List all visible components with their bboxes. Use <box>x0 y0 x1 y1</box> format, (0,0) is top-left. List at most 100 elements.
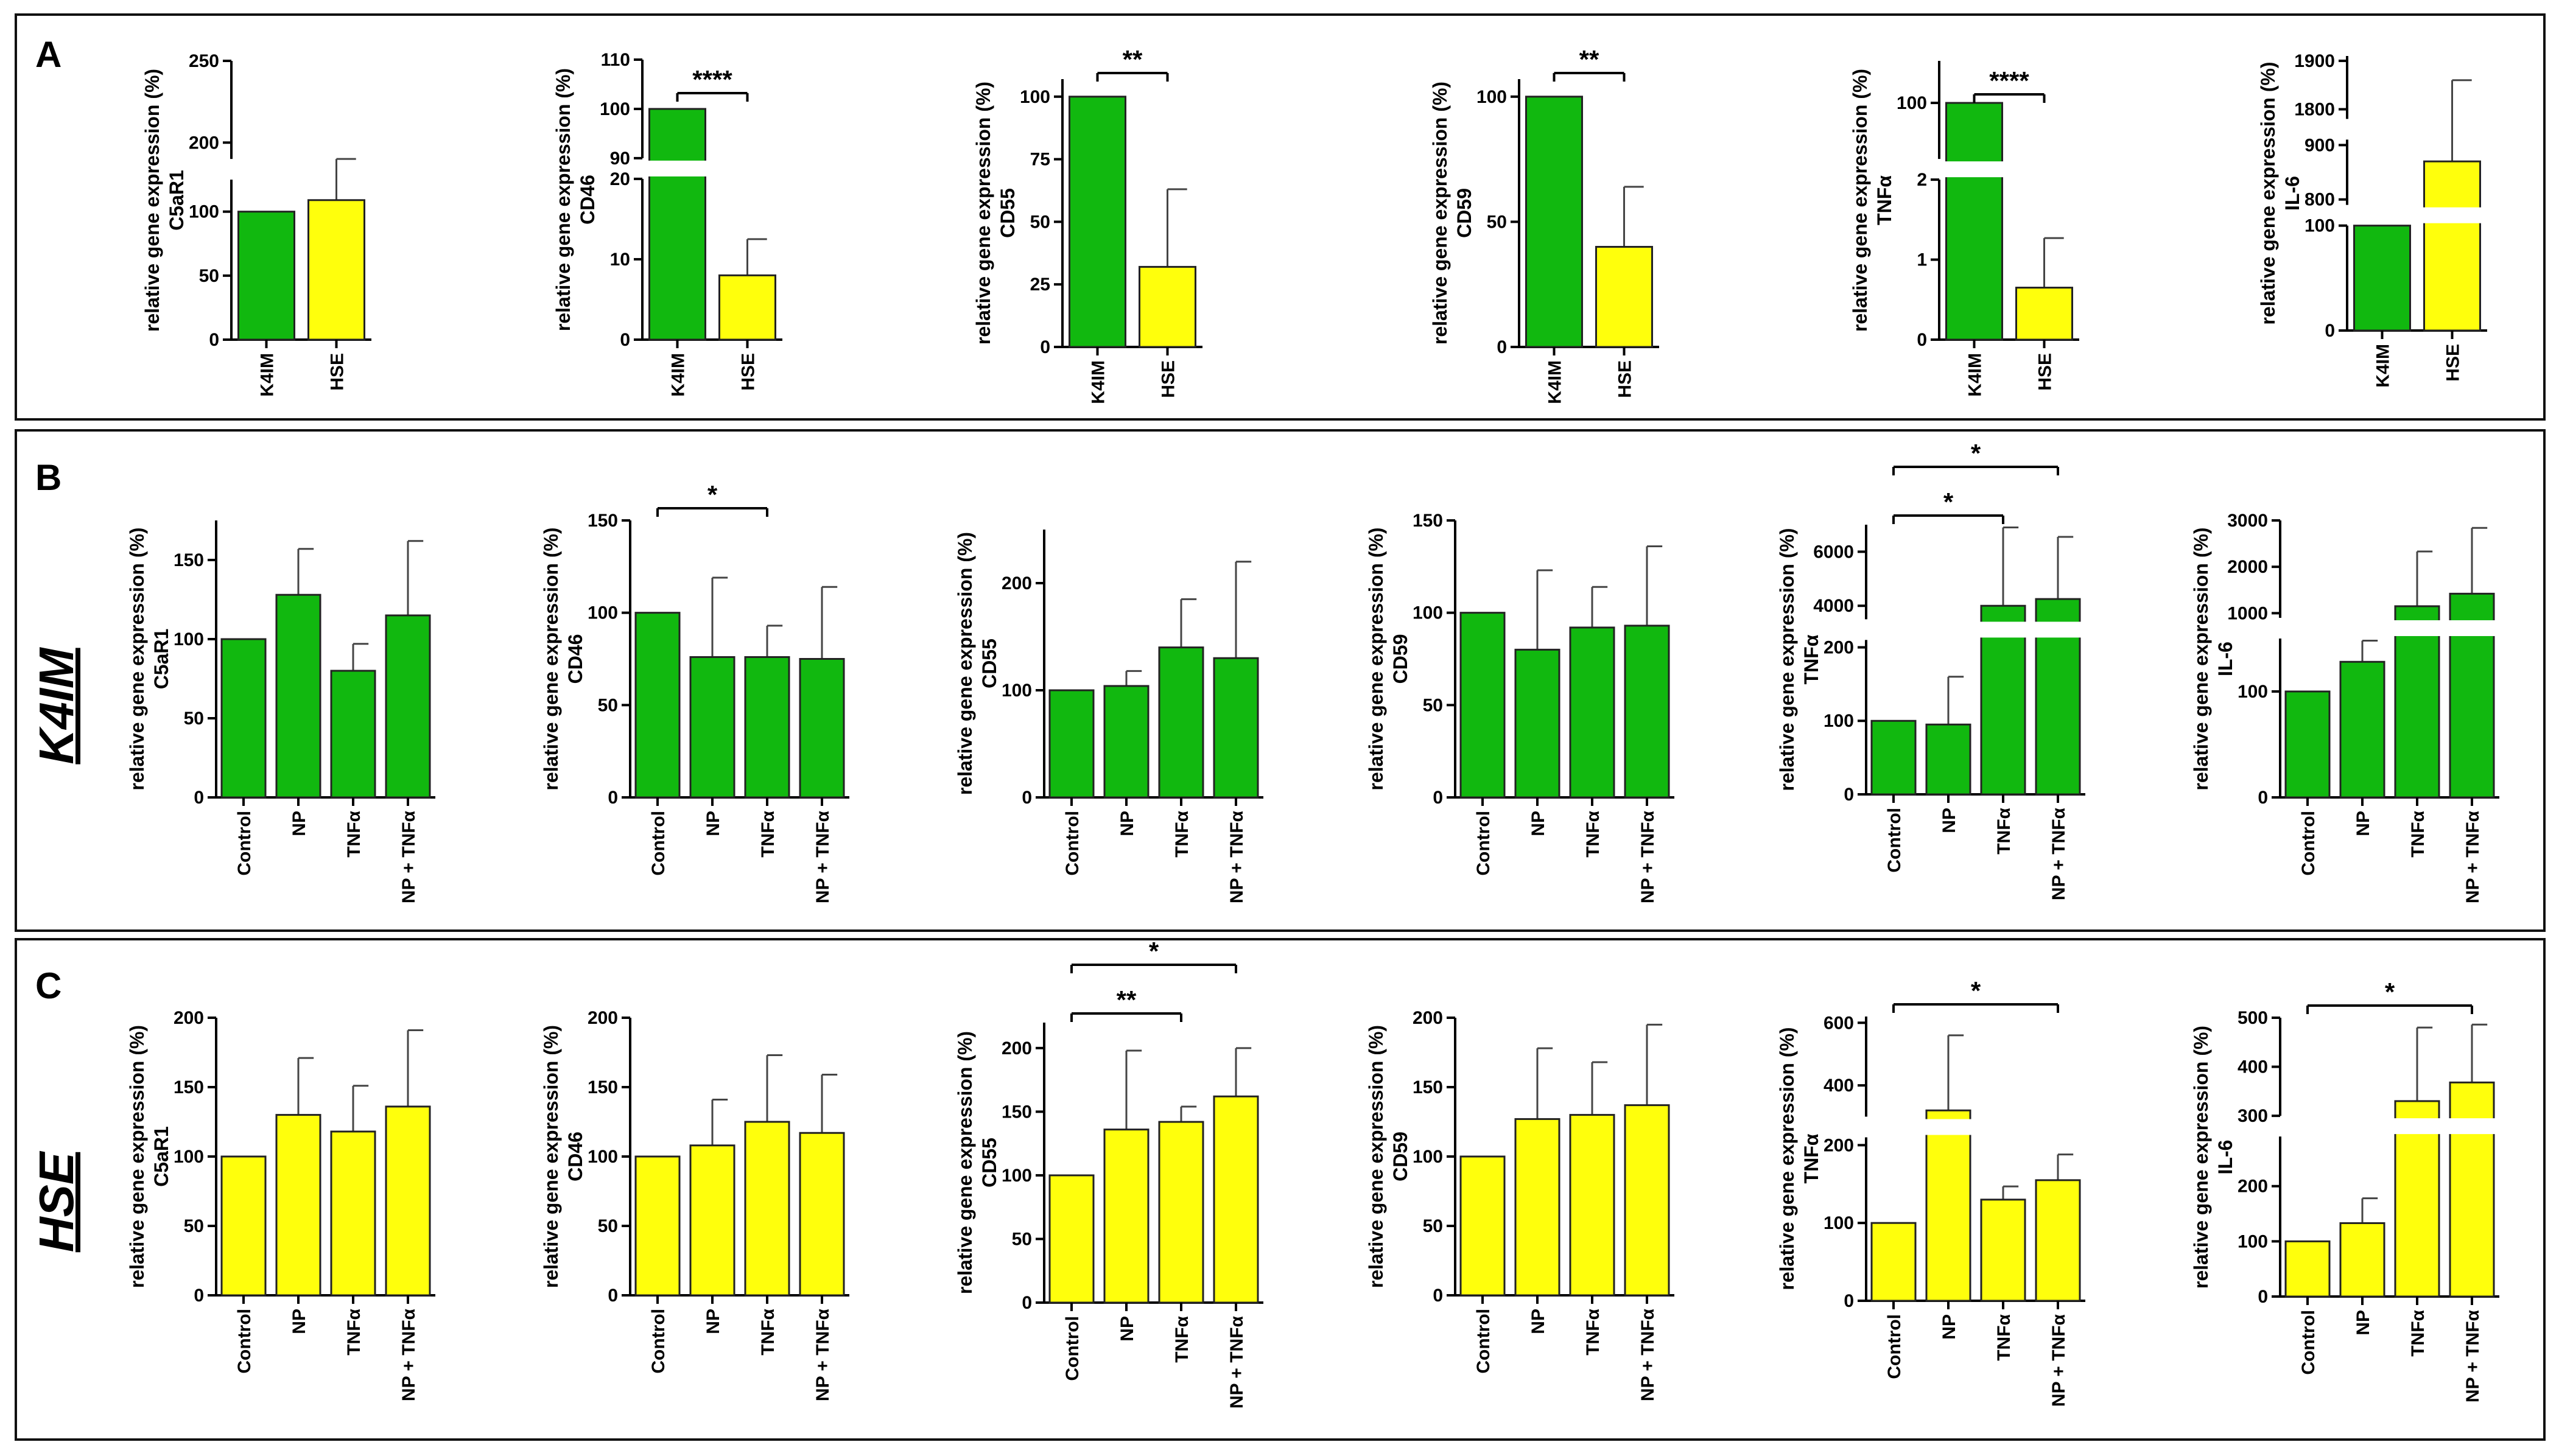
chart-A-TNFa: 0 1 2 100 K4IM HSE relative gene expression (%… <box>1849 61 2079 397</box>
y-tick-label: 1 <box>1917 250 1927 270</box>
x-tick-label-group: NP <box>1117 811 1137 836</box>
x-tick-label-group: Control <box>1062 1316 1083 1381</box>
x-tick-label-group: K4IM <box>669 353 689 397</box>
x-tick-label: TNFα <box>2408 810 2428 857</box>
y-tick-label: 1800 <box>2294 100 2335 120</box>
x-tick-label-group: Control <box>648 811 669 876</box>
y-tick-label: 100 <box>1020 87 1050 107</box>
x-tick-label-group: Control <box>234 811 254 876</box>
bar-np-tnf- <box>799 1132 845 1297</box>
x-tick-label: Control <box>1473 811 1494 876</box>
x-tick-label: NP + TNFα <box>1638 1308 1658 1401</box>
significance-label: * <box>707 480 718 509</box>
y-label: relative gene expression (%) CD59 <box>1365 1025 1411 1288</box>
y-label-gene: CD59 <box>1453 188 1475 238</box>
x-tick-label-group: NP <box>289 811 309 836</box>
y-tick-label: 100 <box>1002 1166 1032 1186</box>
x-tick-label-group: NP + TNFα <box>1638 1308 1658 1401</box>
y-label: relative gene expression (%) CD55 <box>954 1031 1000 1294</box>
axis-break <box>1979 621 2027 638</box>
x-tick-label-group: NP + TNFα <box>813 810 833 903</box>
axis-break <box>2393 1118 2441 1135</box>
y-tick-label: 50 <box>199 266 219 286</box>
y-tick-label: 200 <box>588 1008 618 1028</box>
y-label-gene: IL-6 <box>2281 176 2303 211</box>
x-tick-label: K4IM <box>669 353 689 397</box>
x-tick-label-group: NP + TNFα <box>813 1308 833 1401</box>
x-tick-label: K4IM <box>1545 360 1565 404</box>
row-label-HSE: HSE <box>29 1150 83 1252</box>
y-label-line1: relative gene expression (%) <box>1365 1025 1387 1288</box>
y-label-gene: C5aR1 <box>166 170 188 231</box>
x-tick-label: Control <box>2298 811 2319 876</box>
x-tick-label: HSE <box>2035 353 2055 391</box>
y-tick-label: 0 <box>2325 321 2335 341</box>
bar-control <box>220 1155 267 1297</box>
x-tick-label: NP + TNFα <box>1227 1315 1247 1409</box>
bar-hse <box>1595 246 1653 348</box>
x-tick-label: NP + TNFα <box>2049 1314 2069 1407</box>
bar-hse <box>2015 287 2073 341</box>
bar-tnf- <box>1980 1199 2026 1302</box>
x-tick-label: NP + TNFα <box>399 1308 419 1401</box>
significance-label: * <box>1149 937 1159 965</box>
significance-label: **** <box>1989 66 2029 95</box>
y-tick-label: 150 <box>1413 1077 1443 1097</box>
chart-A-IL6: 0 100 800 900 1800 1900 K4IM HSE relative gene e… <box>2257 51 2487 388</box>
x-tick-label: NP + TNFα <box>813 810 833 903</box>
chart-C-CD55: 0 50 100 150 200 Control NP TNFα NP + TNFα relati… <box>954 937 1263 1409</box>
y-label-gene: C5aR1 <box>150 629 172 690</box>
x-tick-label: NP <box>1117 811 1137 836</box>
x-tick-label: Control <box>648 1309 669 1374</box>
bar-tnf- <box>744 656 790 799</box>
y-tick-label: 100 <box>2305 216 2335 236</box>
x-tick-label: NP + TNFα <box>2463 1309 2483 1402</box>
bar-np <box>2339 1222 2385 1298</box>
significance-label: * <box>1971 976 1981 1005</box>
bar-hse <box>307 199 365 341</box>
x-tick-label-group: HSE <box>1615 360 1635 398</box>
x-tick-label-group: NP <box>1528 811 1548 836</box>
y-tick-label: 400 <box>1824 1076 1854 1096</box>
y-tick-label: 200 <box>2238 1177 2268 1197</box>
bar-np-tnf- <box>1624 625 1670 799</box>
y-label-line1: relative gene expression (%) <box>2257 61 2279 324</box>
y-label-gene: TNFα <box>1873 175 1895 225</box>
x-tick-label: TNFα <box>758 810 778 857</box>
x-tick-label-group: HSE <box>2443 344 2463 382</box>
y-tick-label: 0 <box>608 1286 618 1306</box>
x-tick-label-group: HSE <box>1159 360 1179 398</box>
x-tick-label-group: NP <box>289 1309 309 1334</box>
chart-B-C5aR1: 0 50 100 150 Control NP TNFα NP + TNFα relative … <box>126 520 435 903</box>
x-tick-label: K4IM <box>258 353 278 397</box>
y-tick-label: 0 <box>620 330 630 350</box>
x-tick-label-group: TNFα <box>758 810 778 857</box>
bar-tnf- <box>330 1130 376 1297</box>
x-tick-label-group: NP + TNFα <box>2463 810 2483 903</box>
y-label-line1: relative gene expression (%) <box>540 527 562 790</box>
x-tick-label-group: TNFα <box>1583 1308 1603 1355</box>
y-tick-label: 50 <box>598 695 618 715</box>
x-tick-label-group: Control <box>2298 1310 2319 1375</box>
x-tick-label: NP + TNFα <box>1227 810 1247 903</box>
y-label-gene: C5aR1 <box>150 1126 172 1187</box>
y-tick-label: 20 <box>610 169 630 189</box>
x-tick-label-group: Control <box>1884 1314 1904 1379</box>
y-label: relative gene expression (%) TNFα <box>1776 528 1822 791</box>
x-tick-label: Control <box>1062 1316 1083 1381</box>
x-tick-label-group: HSE <box>328 353 348 391</box>
x-tick-label: NP <box>1939 1314 1959 1340</box>
bar-np-tnf- <box>1213 1095 1259 1304</box>
bar-np-tnf- <box>385 614 431 799</box>
x-tick-label: NP <box>703 811 723 836</box>
x-tick-label: Control <box>2298 1310 2319 1375</box>
y-label-line1: relative gene expression (%) <box>954 532 976 795</box>
x-tick-label: TNFα <box>1172 810 1192 857</box>
y-tick-label: 400 <box>2238 1057 2268 1077</box>
x-tick-label: NP + TNFα <box>2049 807 2069 900</box>
y-tick-label: 0 <box>2258 788 2268 808</box>
y-label-line1: relative gene expression (%) <box>552 68 574 331</box>
x-tick-label: NP <box>1528 1309 1548 1334</box>
